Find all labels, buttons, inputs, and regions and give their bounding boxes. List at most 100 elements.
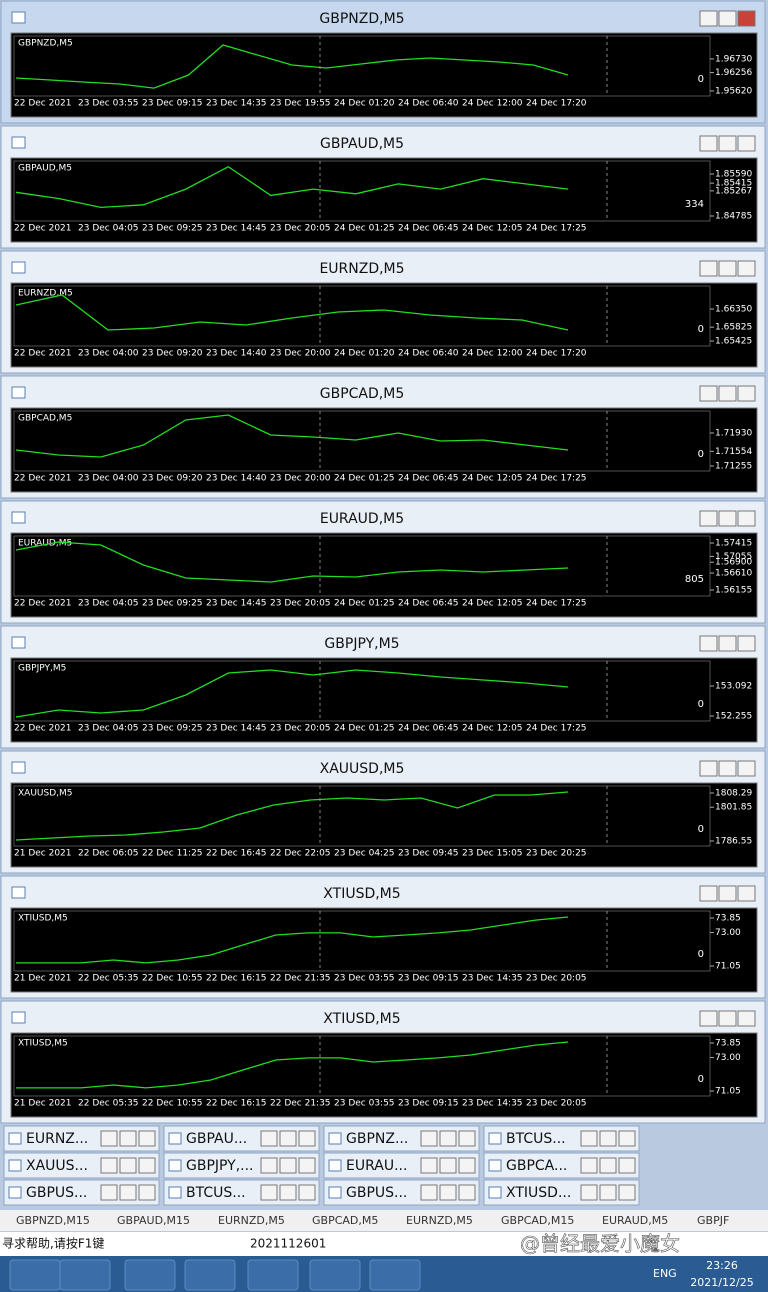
window-button[interactable] — [279, 1157, 297, 1174]
close-button[interactable] — [737, 1010, 756, 1027]
indicator-value: 0 — [698, 949, 704, 960]
x-tick-label: 23 Dec 04:00 — [78, 474, 139, 484]
window-button[interactable] — [119, 1184, 137, 1201]
maximize-button[interactable] — [718, 135, 737, 152]
window-button[interactable] — [458, 1157, 476, 1174]
window-button[interactable] — [100, 1157, 118, 1174]
window-button[interactable] — [298, 1157, 316, 1174]
x-tick-label: 22 Dec 05:35 — [78, 1099, 139, 1109]
minimize-button[interactable] — [699, 10, 718, 27]
window-button[interactable] — [298, 1130, 316, 1147]
maximize-button[interactable] — [718, 885, 737, 902]
tab-bar — [0, 1210, 768, 1231]
chart-tab[interactable]: EURNZD,M5 — [406, 1214, 473, 1227]
x-tick-label: 23 Dec 14:40 — [206, 349, 267, 359]
window-button[interactable] — [580, 1184, 598, 1201]
taskbar-button[interactable] — [247, 1259, 299, 1291]
window-button[interactable] — [279, 1184, 297, 1201]
chart-tab[interactable]: EURNZD,M5 — [218, 1214, 285, 1227]
window-button[interactable] — [439, 1130, 457, 1147]
maximize-button[interactable] — [718, 510, 737, 527]
window-button[interactable] — [420, 1157, 438, 1174]
maximize-button[interactable] — [718, 1010, 737, 1027]
window-icon — [8, 1132, 22, 1145]
window-button[interactable] — [138, 1157, 156, 1174]
maximize-button[interactable] — [718, 385, 737, 402]
maximize-button[interactable] — [718, 635, 737, 652]
taskbar-button[interactable] — [309, 1259, 361, 1291]
window-button[interactable] — [458, 1184, 476, 1201]
close-button[interactable] — [737, 760, 756, 777]
window-button[interactable] — [599, 1157, 617, 1174]
chart-tab[interactable]: GBPAUD,M15 — [117, 1214, 190, 1227]
x-tick-label: 24 Dec 06:40 — [398, 99, 459, 109]
minimize-button[interactable] — [699, 135, 718, 152]
taskbar-button[interactable] — [124, 1259, 176, 1291]
maximize-button[interactable] — [718, 10, 737, 27]
minimize-button[interactable] — [699, 385, 718, 402]
close-button[interactable] — [737, 885, 756, 902]
taskbar-button[interactable] — [184, 1259, 236, 1291]
close-button[interactable] — [737, 385, 756, 402]
minimize-button[interactable] — [699, 760, 718, 777]
close-button[interactable] — [737, 510, 756, 527]
window-button[interactable] — [420, 1130, 438, 1147]
minimize-button[interactable] — [699, 885, 718, 902]
maximize-button[interactable] — [718, 760, 737, 777]
window-button[interactable] — [298, 1184, 316, 1201]
taskbar-button[interactable] — [9, 1259, 61, 1291]
close-button[interactable] — [737, 135, 756, 152]
y-tick-label: 1.66350 — [715, 305, 752, 315]
chart-tab[interactable]: GBPCAD,M15 — [501, 1214, 574, 1227]
chart-tab[interactable]: GBPCAD,M5 — [312, 1214, 378, 1227]
window-button[interactable] — [599, 1184, 617, 1201]
window-button[interactable] — [119, 1130, 137, 1147]
taskbar-button[interactable] — [369, 1259, 421, 1291]
x-tick-label: 23 Dec 03:55 — [334, 974, 395, 984]
price-line — [16, 1041, 569, 1089]
window-button[interactable] — [618, 1157, 636, 1174]
close-button[interactable] — [737, 260, 756, 277]
taskbar-button[interactable] — [59, 1259, 111, 1291]
minimize-button[interactable] — [699, 260, 718, 277]
chart-tab[interactable]: GBPNZD,M15 — [16, 1214, 90, 1227]
window-button[interactable] — [580, 1130, 598, 1147]
close-button[interactable] — [737, 635, 756, 652]
maximize-button[interactable] — [718, 260, 737, 277]
window-button[interactable] — [138, 1184, 156, 1201]
window-icon — [328, 1186, 342, 1199]
x-tick-label: 24 Dec 12:05 — [462, 224, 523, 234]
minimized-window[interactable] — [323, 1125, 480, 1152]
close-button[interactable] — [737, 10, 756, 27]
minimize-button[interactable] — [699, 1010, 718, 1027]
window-button[interactable] — [260, 1184, 278, 1201]
x-tick-label: 24 Dec 17:25 — [526, 474, 587, 484]
x-tick-label: 24 Dec 01:25 — [334, 724, 395, 734]
chart-tab[interactable]: EURAUD,M5 — [602, 1214, 668, 1227]
y-tick-label: 71.05 — [715, 962, 741, 972]
taskbar-time: 23:26 — [706, 1259, 738, 1272]
window-button[interactable] — [100, 1130, 118, 1147]
window-button[interactable] — [458, 1130, 476, 1147]
window-button[interactable] — [618, 1184, 636, 1201]
window-icon — [11, 636, 26, 649]
window-button[interactable] — [580, 1157, 598, 1174]
window-button[interactable] — [599, 1130, 617, 1147]
window-button[interactable] — [420, 1184, 438, 1201]
window-button[interactable] — [439, 1184, 457, 1201]
minimize-button[interactable] — [699, 510, 718, 527]
chart-tab[interactable]: GBPJF — [697, 1214, 729, 1227]
x-tick-label: 21 Dec 2021 — [14, 974, 72, 984]
window-button[interactable] — [119, 1157, 137, 1174]
minimized-title: GBPNZ... — [346, 1131, 408, 1147]
window-button[interactable] — [260, 1130, 278, 1147]
window-button[interactable] — [279, 1130, 297, 1147]
window-icon — [11, 136, 26, 149]
window-button[interactable] — [100, 1184, 118, 1201]
minimize-button[interactable] — [699, 635, 718, 652]
window-button[interactable] — [138, 1130, 156, 1147]
window-button[interactable] — [618, 1130, 636, 1147]
window-button[interactable] — [260, 1157, 278, 1174]
window-button[interactable] — [439, 1157, 457, 1174]
